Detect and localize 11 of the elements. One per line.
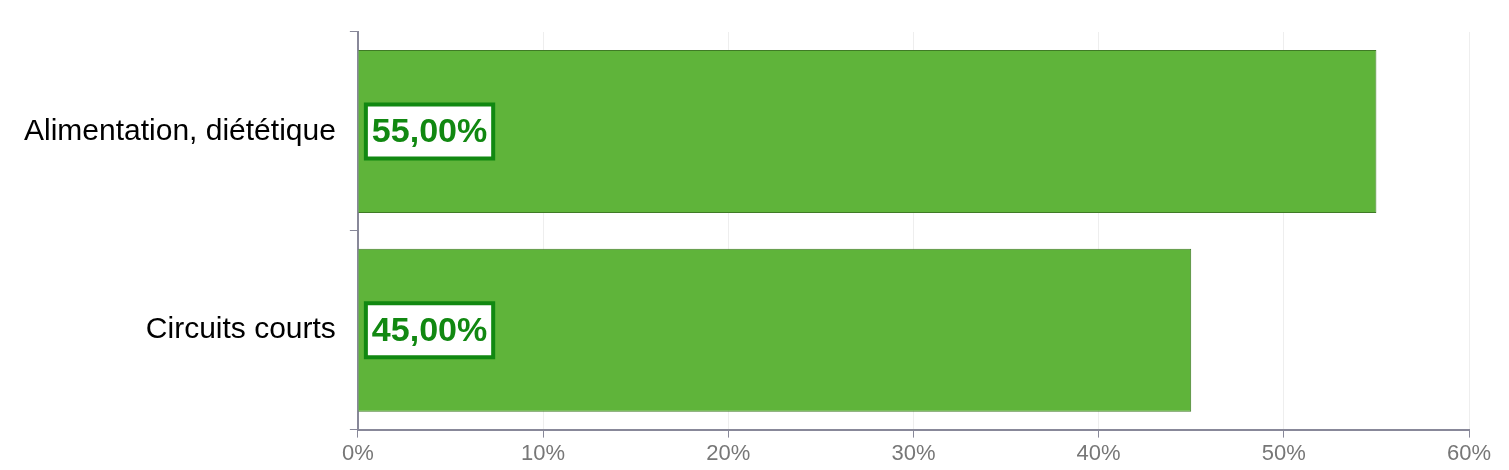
y-tick-label: Circuits courts <box>145 311 336 345</box>
x-tick-label: 20% <box>706 439 751 465</box>
data-label: 55,00% <box>371 110 488 149</box>
data-label: 45,00% <box>371 309 488 348</box>
x-tick-label: 0% <box>341 439 374 465</box>
x-tick-label: 30% <box>891 439 936 465</box>
x-tick-label: 10% <box>521 439 566 465</box>
x-tick-label: 60% <box>1446 439 1492 465</box>
y-tick-label: Alimentation, diététique <box>23 112 336 146</box>
x-tick-label: 50% <box>1261 439 1306 465</box>
x-tick-label: 40% <box>1076 439 1121 465</box>
